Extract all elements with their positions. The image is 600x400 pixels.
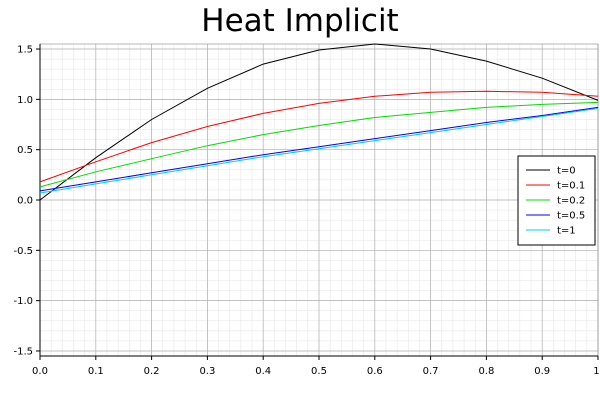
chart-title: Heat Implicit <box>201 3 398 39</box>
x-tick-label: 0.3 <box>199 366 215 377</box>
x-tick-label: 0.4 <box>255 366 271 377</box>
x-tick-label: 0.1 <box>88 366 104 377</box>
x-tick-label: 0.5 <box>311 366 327 377</box>
y-tick-label: 0.5 <box>17 145 33 156</box>
y-tick-label: -0.5 <box>13 246 33 257</box>
legend-label: t=0.1 <box>557 181 585 192</box>
legend: t=0 t=0.1 t=0.2 t=0.5 t=1 <box>517 155 596 246</box>
series-line <box>39 107 599 194</box>
y-tick-label: -1.5 <box>13 346 33 357</box>
x-tick-label: 0.7 <box>423 366 439 377</box>
series-line <box>39 101 599 188</box>
x-tick-label: 0.8 <box>478 366 494 377</box>
legend-label: t=0 <box>557 166 576 177</box>
major-grid <box>39 44 599 356</box>
series-line <box>39 90 599 183</box>
series-lines <box>39 43 599 201</box>
y-tick-label: -1.0 <box>13 296 33 307</box>
x-tick-label: 0.0 <box>32 366 48 377</box>
series-line <box>39 106 599 192</box>
legend-label: t=0.2 <box>557 196 585 207</box>
legend-label: t=1 <box>557 226 576 237</box>
x-tick-label: 0.6 <box>367 366 383 377</box>
axes: 0.0 0.1 0.2 0.3 0.4 0.5 0.6 0.7 0.8 0.9 1. -1.5 -1.0… <box>13 44 600 377</box>
legend-label: t=0.5 <box>557 211 585 222</box>
series-line <box>39 43 599 201</box>
y-tick-label: 1.5 <box>17 45 33 56</box>
x-tick-label: 0.9 <box>534 366 550 377</box>
y-tick-label: 1.0 <box>17 95 33 106</box>
x-tick-label: 0.2 <box>144 366 160 377</box>
y-tick-label: 0.0 <box>17 196 33 207</box>
x-tick-label: 1. <box>593 366 600 377</box>
